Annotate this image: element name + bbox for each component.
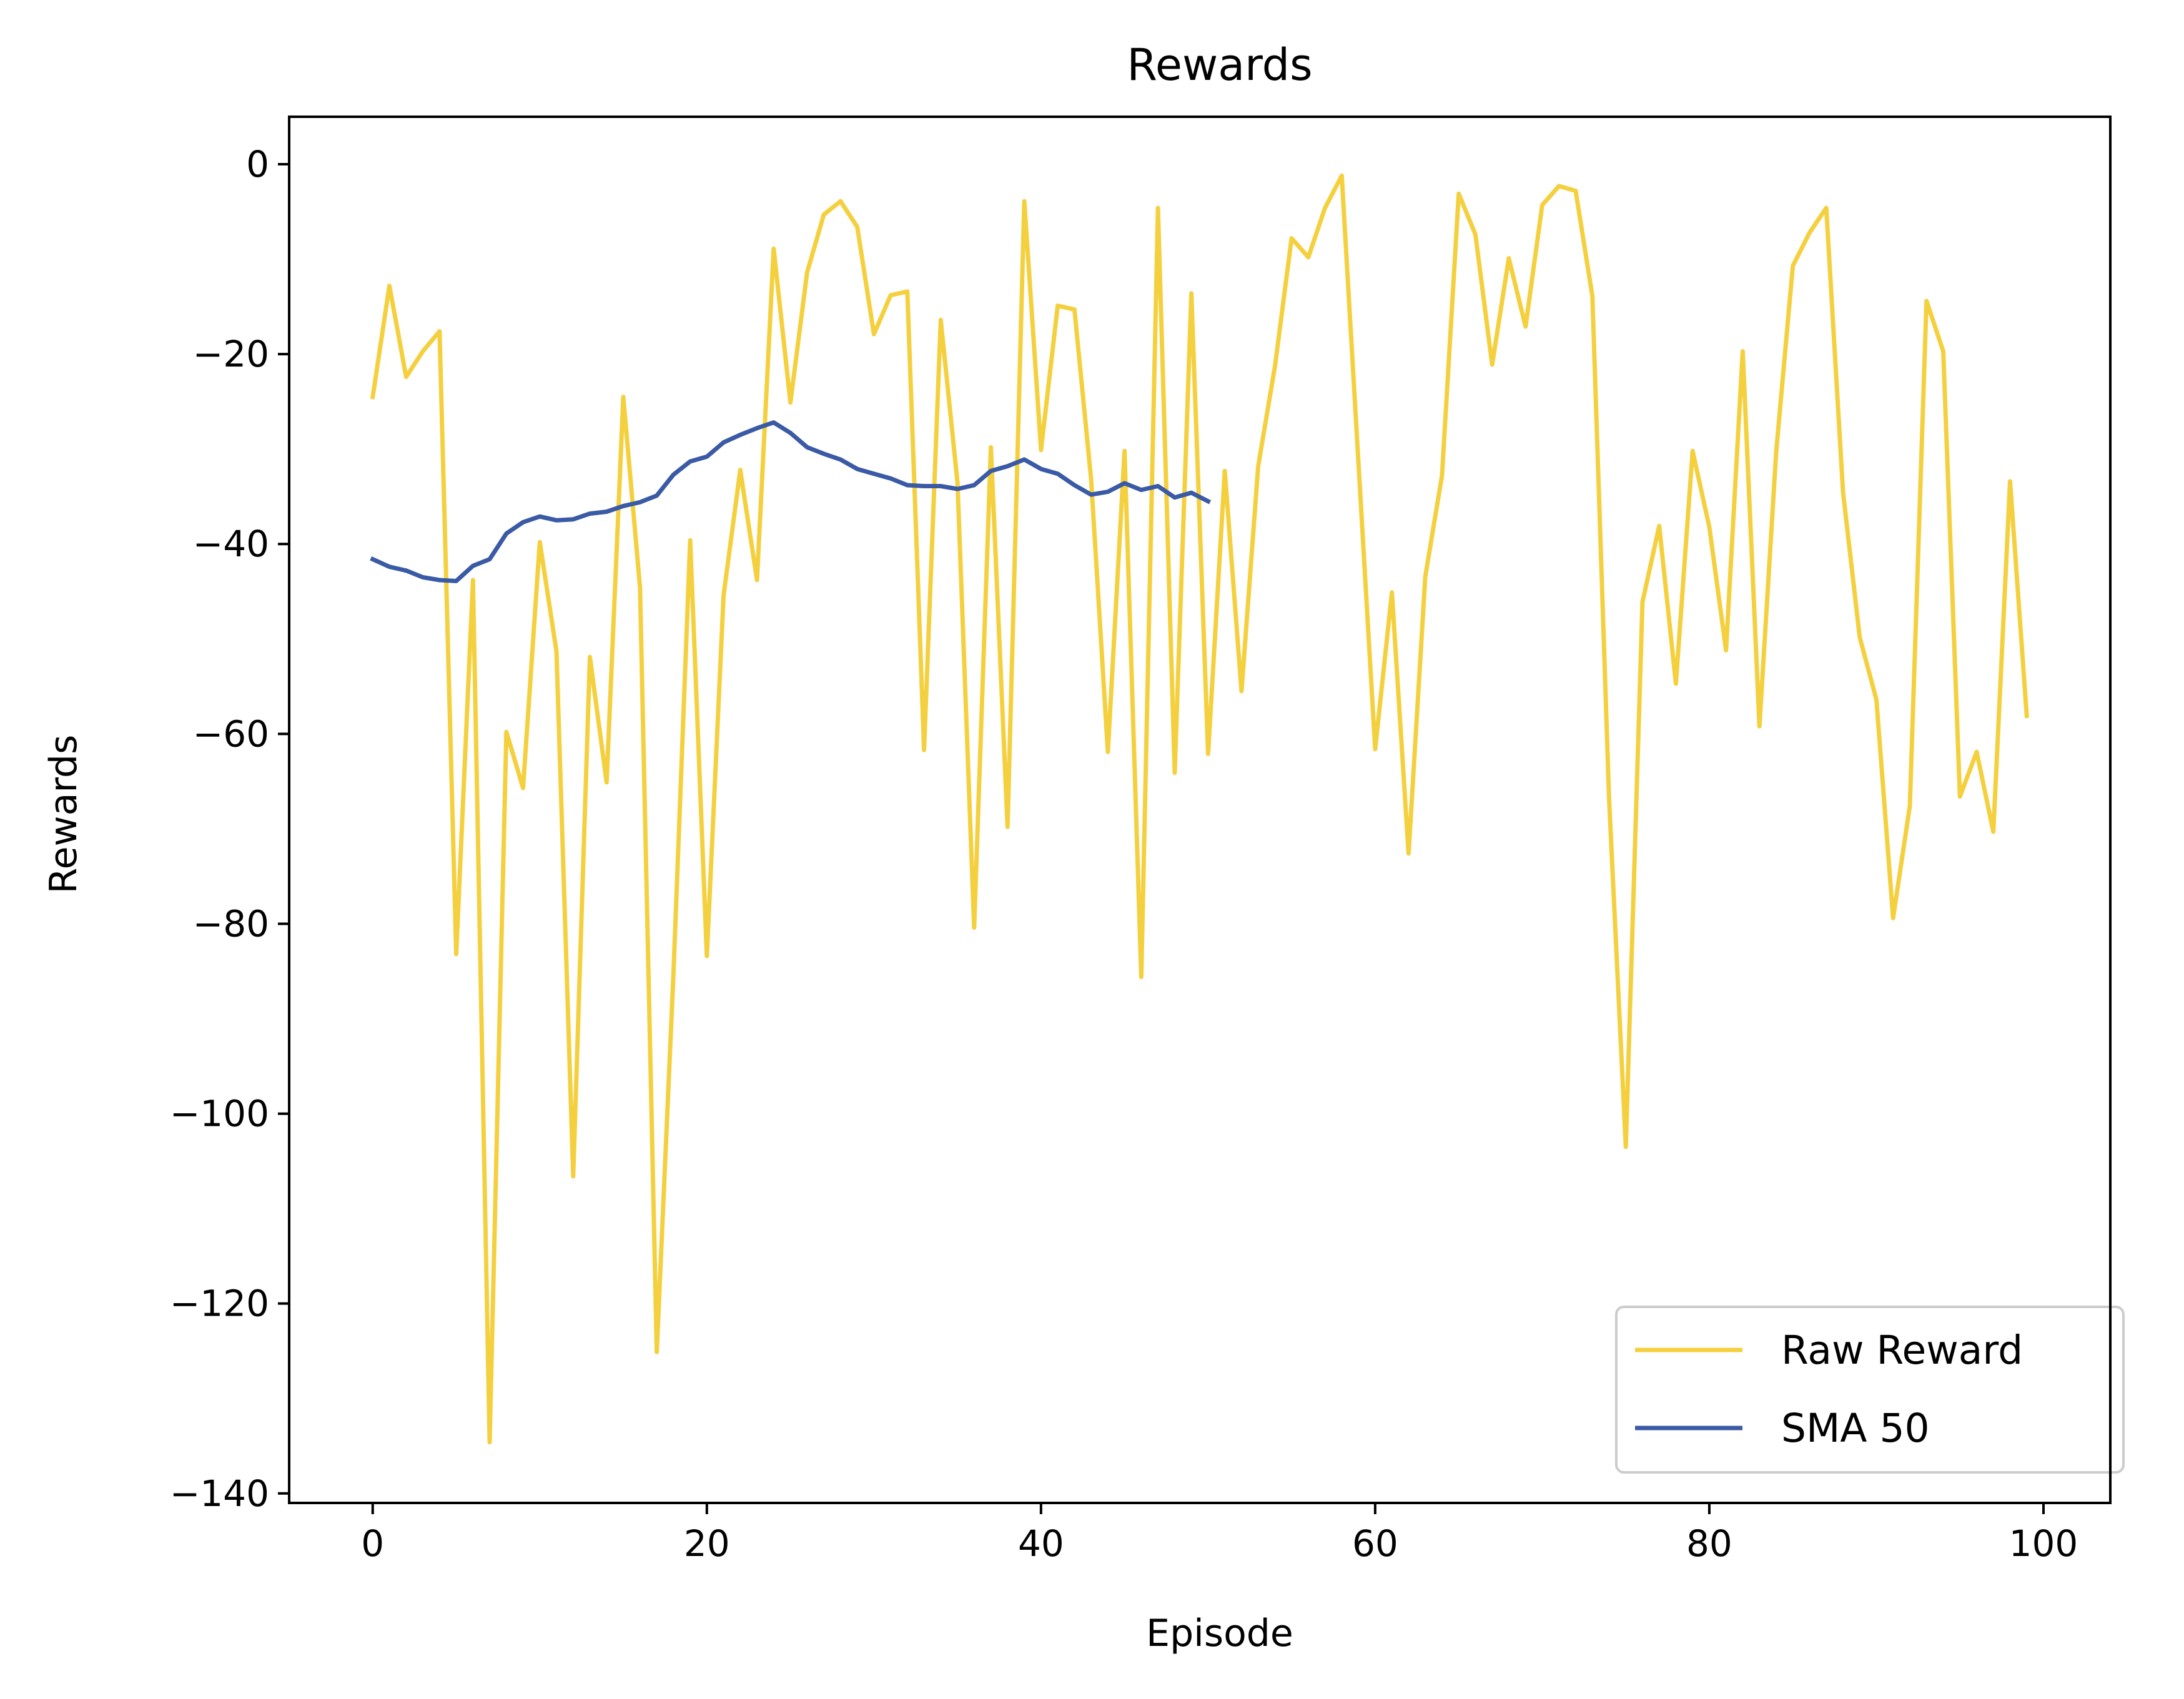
y-tick-label: −40 [193,523,269,565]
x-tick-label: 0 [361,1522,384,1565]
legend-label-raw-reward: Raw Reward [1781,1327,2023,1373]
x-tick-label: 60 [1352,1522,1398,1565]
x-axis-label: Episode [1146,1612,1293,1655]
y-tick-label: 0 [246,143,269,185]
x-tick-label: 100 [2009,1522,2078,1565]
y-axis-ticks: 0 −20 −40 −60 −80 −100 −120 −140 [170,143,289,1515]
y-tick-label: −120 [170,1283,269,1325]
plot-frame [288,116,2112,1504]
y-tick-label: −140 [170,1472,269,1515]
chart-title: Rewards [1127,39,1312,91]
x-tick-label: 80 [1686,1522,1732,1565]
y-axis-label: Rewards [42,735,86,894]
y-tick-label: −80 [193,902,269,945]
y-tick-label: −60 [193,712,269,755]
legend-label-sma-50: SMA 50 [1781,1406,1930,1451]
x-axis-ticks: 0 20 40 60 80 100 [361,1503,2078,1565]
y-tick-label: −20 [193,333,269,375]
y-tick-label: −100 [170,1093,269,1135]
series-line-raw-reward [370,173,2029,1445]
legend: Raw Reward SMA 50 [1615,1306,2125,1474]
x-tick-label: 20 [684,1522,730,1565]
legend-box [1615,1306,2125,1474]
series-line-sma-50 [370,420,1212,583]
x-tick-label: 40 [1018,1522,1064,1565]
plot-area [370,173,2029,1445]
